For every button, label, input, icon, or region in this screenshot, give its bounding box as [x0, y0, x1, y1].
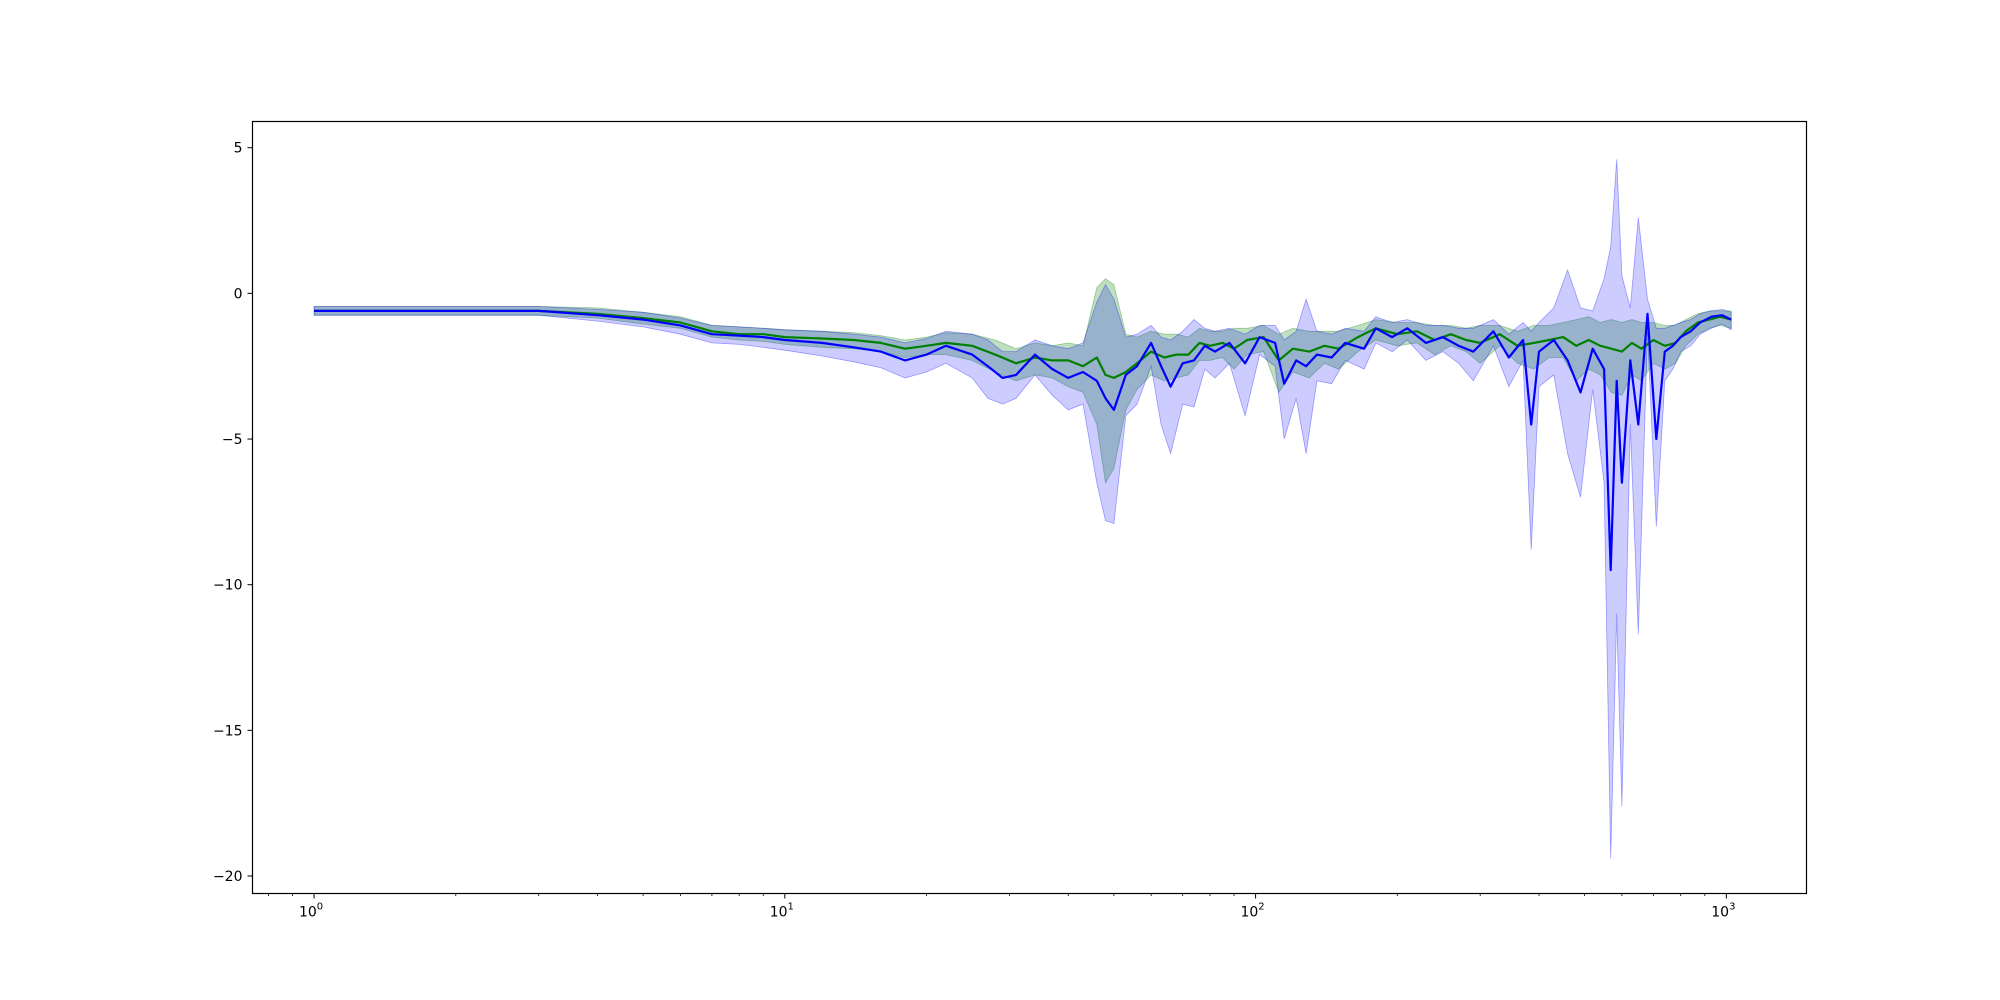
series-1-band: [313, 159, 1732, 859]
y-tick-label: −10: [213, 578, 243, 594]
x-tick-label: 103: [1711, 902, 1735, 921]
series-1-line: [314, 309, 1732, 572]
y-tick-label: 0: [234, 286, 243, 302]
plot-frame: [251, 120, 1808, 895]
y-axis: 5 0 −5 −10 −15 −20: [213, 141, 253, 885]
x-axis: 100 101 102 103: [268, 893, 1735, 921]
x-tick-label: 100: [299, 902, 323, 921]
series-lines: [314, 309, 1732, 572]
x-tick-label: 101: [770, 902, 794, 921]
x-tick-label: 102: [1240, 902, 1264, 921]
y-tick-label: −20: [213, 869, 243, 885]
y-tick-label: −15: [213, 723, 243, 739]
y-tick-label: −5: [222, 432, 243, 448]
y-tick-label: 5: [234, 141, 243, 157]
